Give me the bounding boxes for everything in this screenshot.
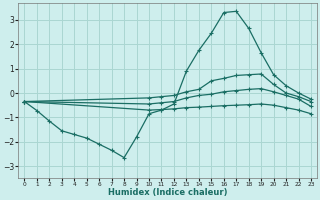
X-axis label: Humidex (Indice chaleur): Humidex (Indice chaleur) <box>108 188 228 197</box>
